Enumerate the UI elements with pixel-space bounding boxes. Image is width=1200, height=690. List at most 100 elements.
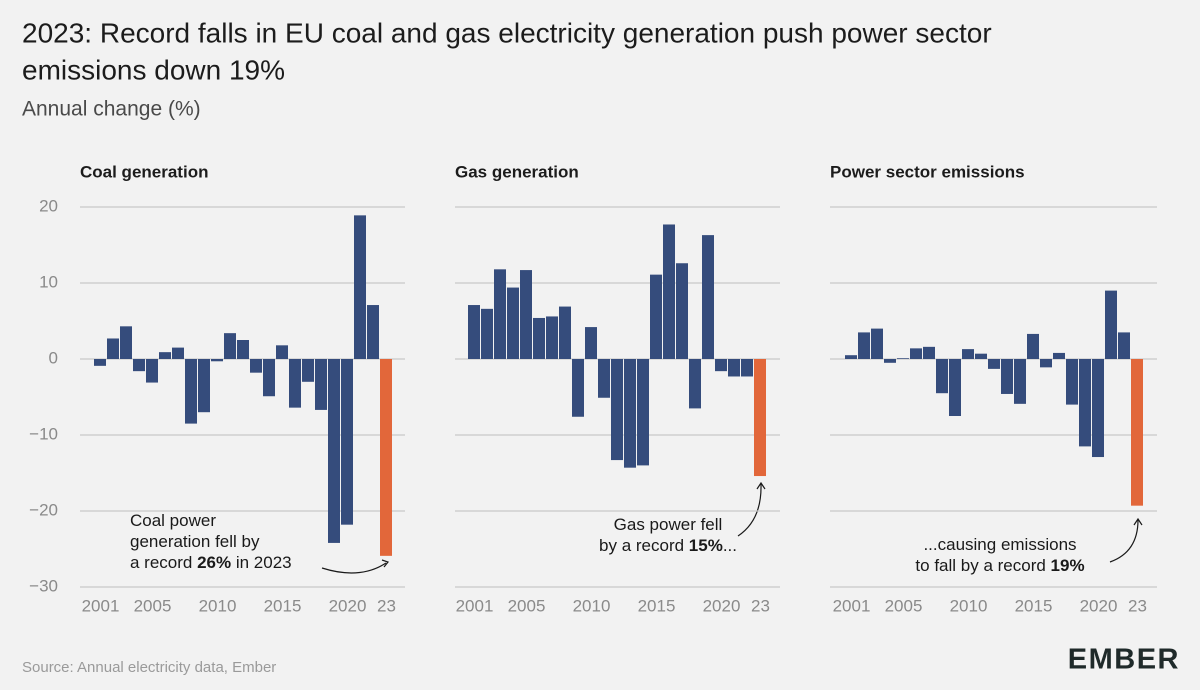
x-tick-label: 23 — [1128, 596, 1147, 615]
x-tick-label: 2010 — [573, 596, 611, 615]
bar — [520, 270, 532, 359]
bar — [107, 338, 119, 359]
bar — [754, 359, 766, 477]
bar — [598, 359, 610, 398]
x-tick-label: 2005 — [508, 596, 546, 615]
annotation-arrowhead — [381, 559, 390, 568]
bar — [923, 346, 935, 359]
annotation: ...causing emissions — [923, 535, 1076, 554]
bar — [1131, 359, 1143, 506]
y-tick-label: −10 — [29, 424, 58, 443]
bar — [1040, 359, 1052, 368]
y-tick-label: 0 — [49, 348, 58, 367]
x-tick-label: 2005 — [885, 596, 923, 615]
bar — [676, 263, 688, 359]
x-tick-label: 2020 — [329, 596, 367, 615]
bar — [624, 359, 636, 468]
bar — [585, 327, 597, 359]
bar — [728, 359, 740, 377]
annotation-arrowhead — [1133, 517, 1143, 526]
bar — [715, 359, 727, 372]
bar — [367, 305, 379, 359]
annotation-text: Coal power — [130, 511, 216, 530]
x-tick-label: 2005 — [134, 596, 172, 615]
annotation-arrow — [321, 562, 387, 574]
y-tick-label: −20 — [29, 500, 58, 519]
annotation: generation fell by — [130, 532, 260, 551]
bar — [341, 359, 353, 525]
bar — [481, 308, 493, 359]
bar — [276, 345, 288, 359]
chart-title: 2023: Record falls in EU coal and gas el… — [22, 17, 992, 48]
bar — [1066, 359, 1078, 405]
x-tick-label: 2010 — [199, 596, 237, 615]
panel-title: Coal generation — [80, 162, 208, 181]
x-tick-label: 2010 — [950, 596, 988, 615]
bar — [546, 316, 558, 359]
panel-title: Gas generation — [455, 162, 579, 181]
bar — [1105, 290, 1117, 359]
x-tick-label: 2015 — [1015, 596, 1053, 615]
annotation-arrow — [1109, 519, 1139, 563]
logo: EMBER — [1068, 644, 1180, 676]
annotation-text: to fall by a record — [915, 556, 1050, 575]
bar — [172, 347, 184, 359]
bar — [689, 359, 701, 409]
x-tick-label: 2015 — [264, 596, 302, 615]
bar — [858, 332, 870, 359]
y-tick-label: 20 — [39, 196, 58, 215]
bar — [185, 359, 197, 424]
bar — [507, 287, 519, 359]
bar — [572, 359, 584, 417]
bar — [224, 333, 236, 359]
bar — [120, 326, 132, 359]
bar — [533, 317, 545, 359]
bar — [611, 359, 623, 461]
bar — [884, 359, 896, 363]
y-tick-label: −30 — [29, 576, 58, 595]
bar — [871, 328, 883, 359]
bar — [146, 359, 158, 383]
bar — [637, 359, 649, 466]
bar — [250, 359, 262, 373]
bar — [94, 359, 106, 366]
bar — [468, 305, 480, 359]
annotation-text: ...causing emissions — [923, 535, 1076, 554]
bar — [133, 359, 145, 372]
bar — [237, 340, 249, 359]
x-tick-label: 2015 — [638, 596, 676, 615]
bar — [263, 359, 275, 397]
annotation: Coal power — [130, 511, 216, 530]
annotation-text: a record — [130, 553, 197, 572]
bar — [328, 359, 340, 543]
bar — [650, 274, 662, 359]
annotation-text: 19% — [1051, 556, 1085, 575]
x-tick-label: 2001 — [456, 596, 494, 615]
bar — [962, 349, 974, 359]
bar — [663, 224, 675, 359]
x-tick-label: 2001 — [833, 596, 871, 615]
bar — [1118, 332, 1130, 359]
y-tick-label: 10 — [39, 272, 58, 291]
bar — [380, 359, 392, 556]
bar — [1053, 352, 1065, 359]
bar — [211, 359, 223, 362]
bar — [975, 353, 987, 359]
bar — [949, 359, 961, 416]
bar — [559, 306, 571, 359]
annotation-text: 26% — [197, 553, 231, 572]
bar — [198, 359, 210, 413]
bar — [897, 358, 909, 359]
chart-subtitle: Annual change (%) — [22, 98, 201, 121]
bar — [1092, 359, 1104, 458]
bar — [1079, 359, 1091, 447]
bar — [1027, 333, 1039, 359]
annotation-text: ... — [723, 536, 737, 555]
annotation-arrow — [737, 483, 762, 537]
annotation-arrowhead — [756, 481, 766, 490]
annotation: Gas power fell — [614, 515, 723, 534]
bar — [910, 348, 922, 359]
bar — [988, 359, 1000, 369]
annotation-text: by a record — [599, 536, 689, 555]
